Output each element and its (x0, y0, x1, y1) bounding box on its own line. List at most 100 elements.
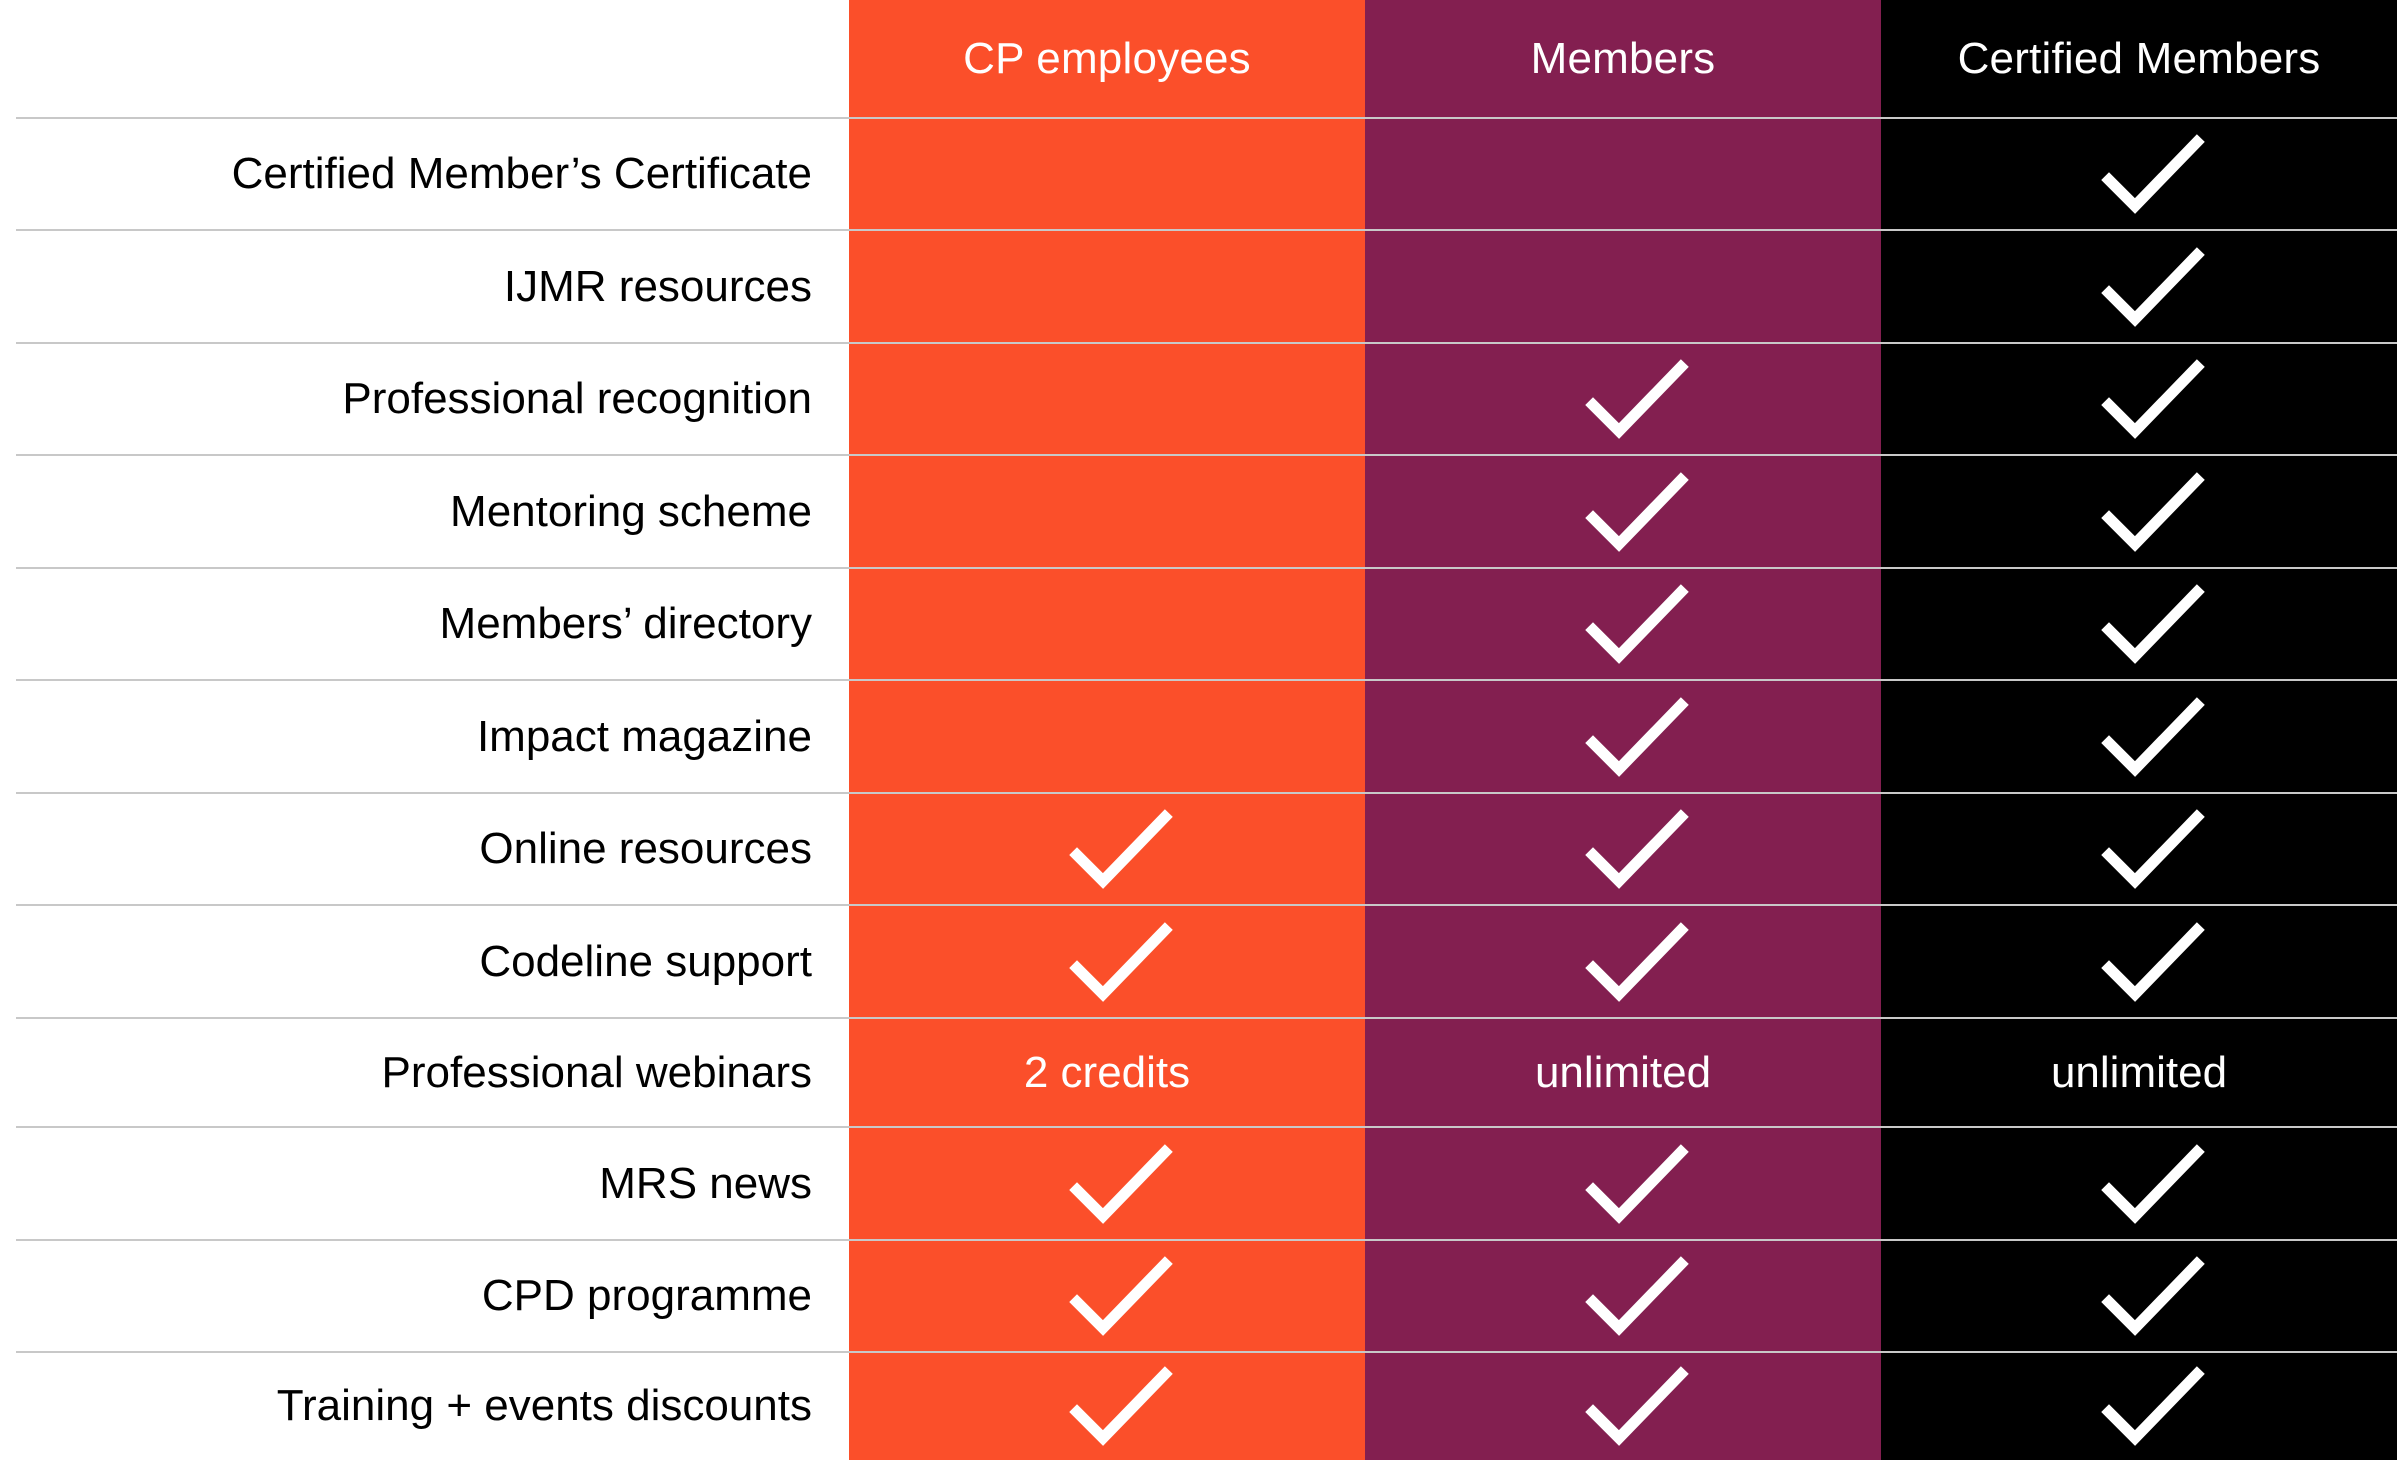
check-icon (1069, 1366, 1173, 1446)
check-icon (1069, 809, 1173, 889)
table-cell (1881, 118, 2397, 230)
table-cell (1881, 455, 2397, 568)
check-icon (1585, 359, 1689, 439)
table-row: MRS news (0, 1127, 2404, 1240)
row-divider (16, 1239, 2397, 1241)
column-header-members: Members (1530, 34, 1716, 83)
table-cell (849, 455, 1365, 568)
table-cell (1881, 680, 2397, 793)
row-label: Members’ directory (439, 599, 812, 648)
check-icon (1069, 1143, 1173, 1224)
check-icon (2101, 584, 2205, 664)
table-cell (1365, 1352, 1881, 1460)
check-icon (1585, 1256, 1689, 1336)
column-header-cp-employees: CP employees (963, 34, 1251, 83)
table-cell (849, 905, 1365, 1018)
check-icon (2101, 246, 2205, 327)
check-icon (1585, 1143, 1689, 1224)
table-cell: 2 credits (849, 1018, 1365, 1127)
table-cell (1365, 793, 1881, 905)
table-cell (1365, 680, 1881, 793)
table-row: Impact magazine (0, 680, 2404, 793)
table-cell (1881, 568, 2397, 680)
table-cell (849, 680, 1365, 793)
table-cell: unlimited (1881, 1018, 2397, 1127)
table-cell (1365, 118, 1881, 230)
table-cell (1365, 343, 1881, 455)
table-cell (849, 343, 1365, 455)
row-divider (16, 567, 2397, 569)
table-cell (849, 568, 1365, 680)
table-row: Online resources (0, 793, 2404, 905)
table-cell (1365, 568, 1881, 680)
row-label: Professional recognition (342, 374, 812, 423)
table-row: Professional webinars 2 credits unlimited u… (0, 1018, 2404, 1127)
table-row: Professional recognition (0, 343, 2404, 455)
table-row: CPD programme (0, 1240, 2404, 1352)
table-row: Codeline support (0, 905, 2404, 1018)
table-cell (1365, 1240, 1881, 1352)
table-cell (849, 230, 1365, 343)
table-cell (849, 1352, 1365, 1460)
table-row: Certified Member’s Certificate (0, 118, 2404, 230)
table-cell (1881, 905, 2397, 1018)
table-row: Training + events discounts (0, 1352, 2404, 1460)
cell-value: unlimited (2050, 1047, 2228, 1097)
table-cell (1365, 905, 1881, 1018)
row-label: MRS news (599, 1158, 812, 1208)
table-cell (849, 1127, 1365, 1240)
row-divider (16, 1017, 2397, 1019)
row-label: Impact magazine (476, 711, 812, 761)
table-cell (849, 1240, 1365, 1352)
table-cell (1881, 230, 2397, 343)
cell-value: 2 credits (1023, 1047, 1191, 1097)
row-divider (16, 679, 2397, 681)
row-label: IJMR resources (503, 261, 812, 311)
table-cell (1881, 1352, 2397, 1460)
row-divider (16, 229, 2397, 231)
check-icon (1069, 921, 1173, 1002)
check-icon (1585, 584, 1689, 664)
table-cell (1881, 793, 2397, 905)
check-icon (2101, 1256, 2205, 1336)
table-cell (1881, 1127, 2397, 1240)
row-divider (16, 792, 2397, 794)
row-divider (16, 1351, 2397, 1353)
row-label: Online resources (479, 824, 812, 873)
table-cell (1365, 455, 1881, 568)
check-icon (1069, 1256, 1173, 1336)
cell-value: unlimited (1534, 1047, 1712, 1097)
check-icon (2101, 696, 2205, 777)
check-icon (2101, 471, 2205, 552)
row-label: CPD programme (481, 1271, 812, 1320)
row-label: Certified Member’s Certificate (231, 149, 812, 198)
row-divider (16, 117, 2397, 119)
column-header-certified-members: Certified Members (1957, 34, 2321, 83)
row-label: Codeline support (479, 936, 812, 986)
table-cell (1365, 230, 1881, 343)
table-cell (849, 118, 1365, 230)
row-divider (16, 342, 2397, 344)
check-icon (2101, 1143, 2205, 1224)
table-cell (1881, 1240, 2397, 1352)
row-divider (16, 904, 2397, 906)
table-row: Mentoring scheme (0, 455, 2404, 568)
row-label: Training + events discounts (276, 1381, 812, 1430)
table-row: Members’ directory (0, 568, 2404, 680)
table-row: IJMR resources (0, 230, 2404, 343)
row-label: Professional webinars (381, 1047, 812, 1097)
header-row: CP employees Members Certified Members (0, 0, 2404, 118)
check-icon (2101, 809, 2205, 889)
check-icon (2101, 359, 2205, 439)
check-icon (1585, 809, 1689, 889)
check-icon (1585, 471, 1689, 552)
check-icon (1585, 696, 1689, 777)
table-cell: unlimited (1365, 1018, 1881, 1127)
check-icon (1585, 921, 1689, 1002)
table-cell (1881, 343, 2397, 455)
check-icon (2101, 134, 2205, 214)
check-icon (1585, 1366, 1689, 1446)
row-divider (16, 454, 2397, 456)
check-icon (2101, 921, 2205, 1002)
